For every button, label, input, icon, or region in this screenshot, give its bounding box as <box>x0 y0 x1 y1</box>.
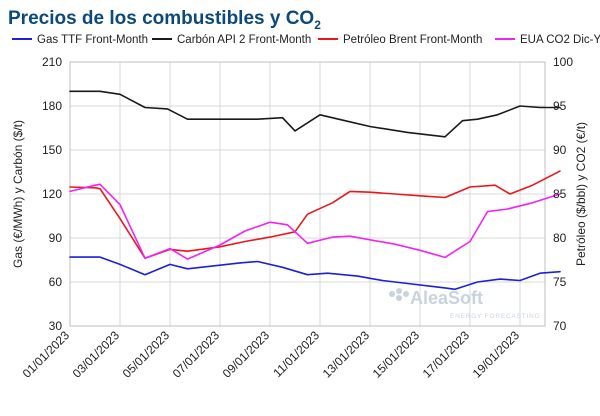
chart-title-subscript: 2 <box>314 18 321 32</box>
x-tick-label: 05/01/2023 <box>120 328 173 381</box>
series-line-0 <box>69 256 561 291</box>
chart-title-main: Precios de los combustibles y CO <box>8 8 314 29</box>
legend-entry-label: EUA CO2 Dic-Y <box>520 34 600 46</box>
y-left-tick-label: 210 <box>42 55 62 69</box>
chart-grid <box>69 61 546 327</box>
chart-series <box>69 90 561 291</box>
y-right-tick-label: 70 <box>553 319 567 333</box>
x-tick-label: 19/01/2023 <box>470 328 523 381</box>
chart-legend: Gas TTF Front-Month Carbón API 2 Front-Mo… <box>12 34 600 46</box>
aleasoft-logo-tagline: ENERGY FORECASTING <box>450 313 541 320</box>
aleasoft-logo: AleaSoft ENERGY FORECASTING <box>389 288 541 320</box>
y-left-tick-label: 120 <box>42 187 62 201</box>
y-left-tick-label: 150 <box>42 143 62 157</box>
aleasoft-logo-brand: AleaSoft <box>410 288 483 308</box>
x-axis: 01/01/202303/01/202305/01/202307/01/2023… <box>20 328 523 381</box>
x-tick-label: 03/01/2023 <box>70 328 123 381</box>
x-tick-label: 09/01/2023 <box>220 328 273 381</box>
y-left-tick-label: 180 <box>42 99 62 113</box>
legend-entry-label: Petróleo Brent Front-Month <box>343 34 482 46</box>
y-right-tick-label: 85 <box>553 187 567 201</box>
y-axis-left-label: Gas (€/MWh) y Carbón ($/t) <box>11 120 25 268</box>
x-tick-label: 15/01/2023 <box>370 328 423 381</box>
plot-area-frame <box>69 61 546 327</box>
y-right-tick-label: 100 <box>553 55 573 69</box>
chart-title: Precios de los combustibles y CO2 <box>8 8 321 32</box>
legend-entry-label: Carbón API 2 Front-Month <box>177 34 311 46</box>
legend-entry-label: Gas TTF Front-Month <box>37 34 148 46</box>
series-line-3 <box>69 183 561 260</box>
y-right-tick-label: 90 <box>553 143 567 157</box>
y-axis-left: 30 60 90 120 150 180 210 <box>42 55 62 333</box>
x-tick-label: 07/01/2023 <box>170 328 223 381</box>
aleasoft-logo-icon <box>389 288 409 301</box>
series-line-2 <box>69 170 561 260</box>
y-left-tick-label: 60 <box>49 275 63 289</box>
x-tick-label: 11/01/2023 <box>270 328 322 380</box>
y-right-tick-label: 95 <box>553 99 567 113</box>
y-right-tick-label: 75 <box>553 275 567 289</box>
series-line-1 <box>69 90 561 138</box>
y-axis-right: 70 75 80 85 90 95 100 <box>553 55 573 333</box>
y-left-tick-label: 90 <box>49 231 63 245</box>
x-tick-label: 17/01/2023 <box>420 328 473 381</box>
x-tick-label: 01/01/2023 <box>20 328 73 381</box>
y-right-tick-label: 80 <box>553 231 567 245</box>
y-left-tick-label: 30 <box>49 319 63 333</box>
y-axis-right-label: Petróleo ($/bbl) y CO2 (€/t) <box>574 122 588 266</box>
x-tick-label: 13/01/2023 <box>320 328 373 381</box>
